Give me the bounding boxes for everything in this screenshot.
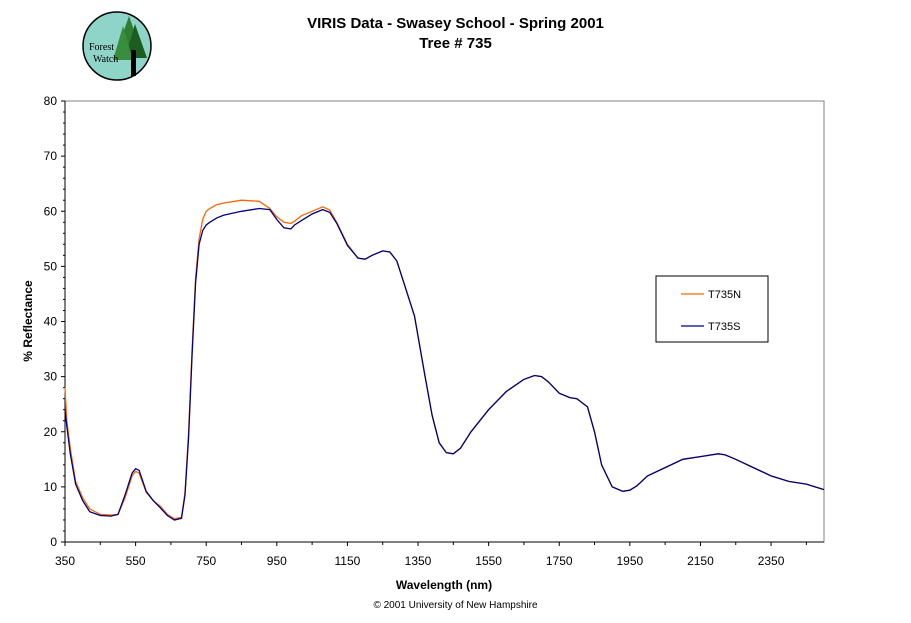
- x-tick-label: 2350: [758, 554, 785, 568]
- x-tick-label: 550: [126, 554, 146, 568]
- x-tick-label: 1350: [405, 554, 432, 568]
- x-tick-label: 950: [267, 554, 287, 568]
- x-tick-label: 1950: [616, 554, 643, 568]
- y-tick-label: 80: [44, 94, 58, 108]
- x-tick-label: 1750: [546, 554, 573, 568]
- x-tick-label: 2150: [687, 554, 714, 568]
- series-line-t735s: [64, 207, 825, 521]
- x-tick-label: 750: [196, 554, 216, 568]
- plot-area: 0 10 20 30 40 50 60 70 80 350 550 750 950 1150 1350 155…: [44, 94, 825, 568]
- legend-label-t735n: T735N: [708, 289, 741, 301]
- legend-label-t735s: T735S: [708, 321, 740, 333]
- y-tick-label: 0: [50, 535, 57, 549]
- x-axis-label: Wavelength (nm): [396, 578, 492, 592]
- y-tick-label: 50: [44, 259, 58, 273]
- logo-text-line1: Forest: [89, 42, 114, 53]
- forest-watch-logo-icon: Forest Watch: [82, 11, 152, 81]
- y-axis-label: % Reflectance: [21, 280, 35, 362]
- y-tick-label: 40: [44, 315, 58, 329]
- logo-text-line2: Watch: [93, 54, 118, 65]
- y-tick-label: 10: [44, 480, 58, 494]
- x-tick-label: 350: [55, 554, 75, 568]
- series-line-t735n: [64, 199, 825, 520]
- y-tick-label: 60: [44, 204, 58, 218]
- y-tick-label: 20: [44, 425, 58, 439]
- y-tick-label: 70: [44, 149, 58, 163]
- chart-subtitle: Tree # 735: [419, 35, 492, 52]
- legend: T735N T735S: [655, 275, 769, 343]
- x-tick-label: 1550: [475, 554, 502, 568]
- chart-title: VIRIS Data - Swasey School - Spring 2001: [307, 15, 604, 32]
- x-tick-label: 1150: [335, 554, 361, 568]
- y-tick-label: 30: [44, 370, 58, 384]
- copyright-notice: © 2001 University of New Hampshire: [373, 600, 538, 611]
